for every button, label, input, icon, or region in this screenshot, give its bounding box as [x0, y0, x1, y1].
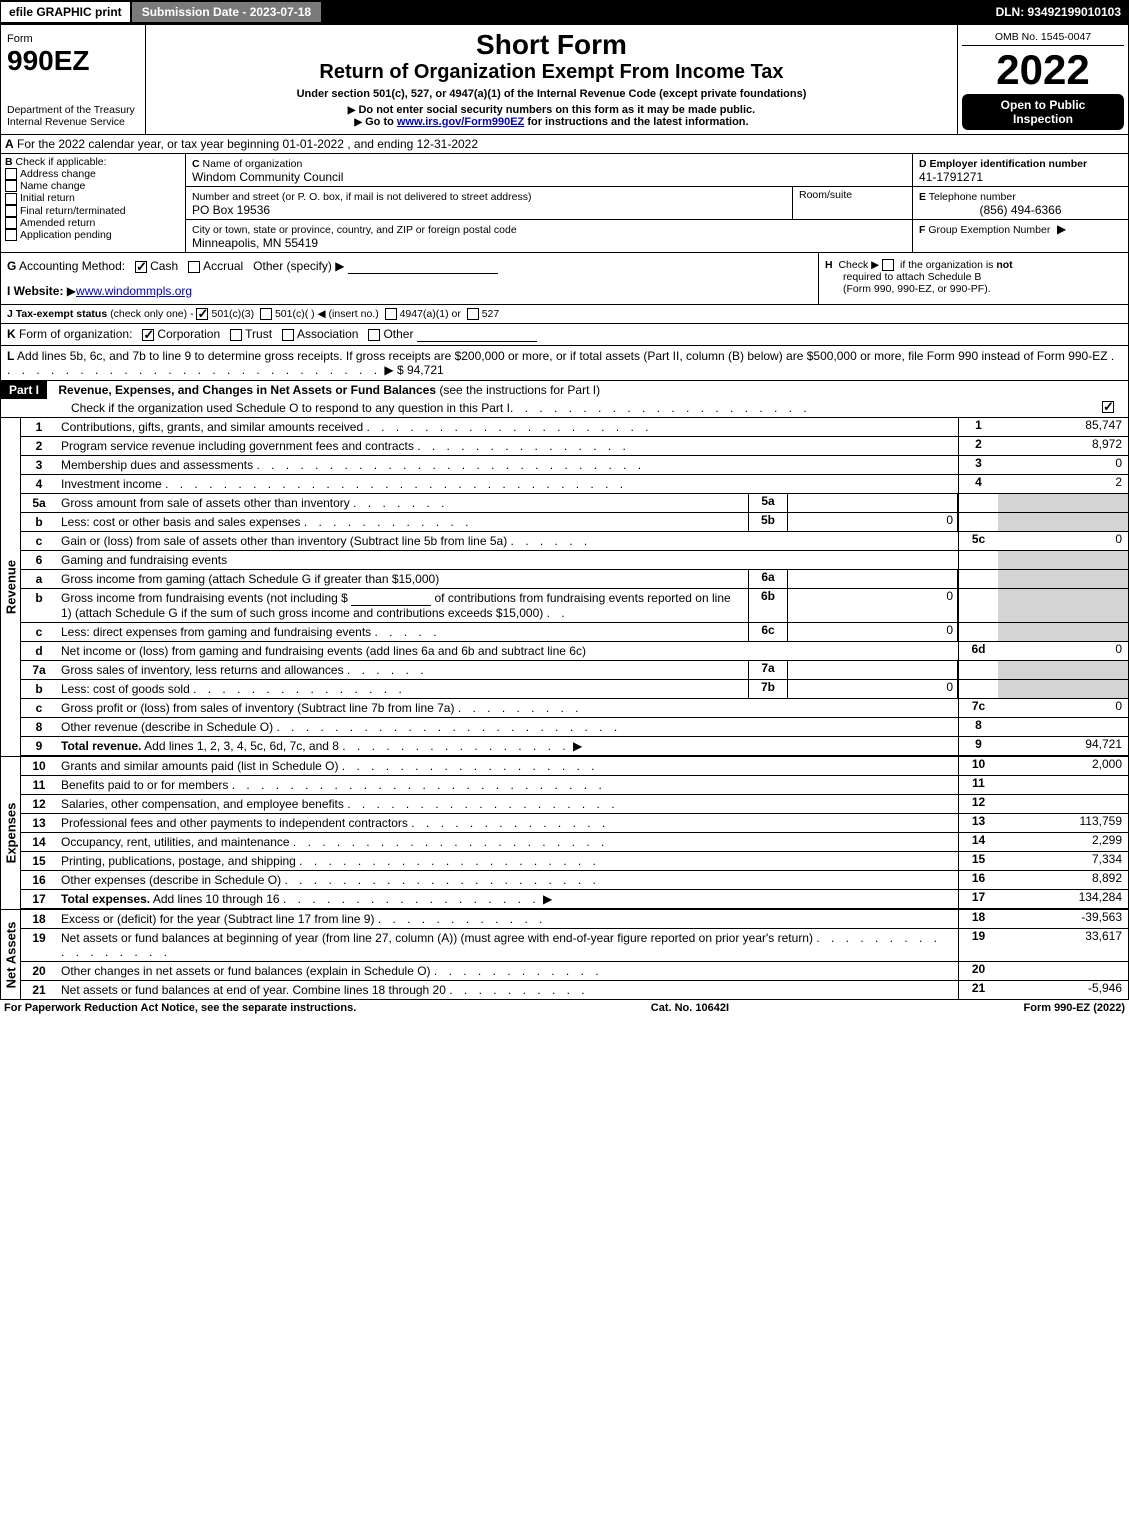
line-19-value: 33,617: [998, 929, 1128, 961]
checkbox-accrual[interactable]: [188, 261, 200, 273]
irs-link[interactable]: www.irs.gov/Form990EZ: [397, 116, 524, 128]
tax-year: 2022: [962, 46, 1124, 94]
checkbox-other-org[interactable]: [368, 329, 380, 341]
revenue-side-label: Revenue: [1, 418, 21, 756]
page-footer: For Paperwork Reduction Act Notice, see …: [0, 1000, 1129, 1016]
line-11-value: [998, 776, 1128, 794]
line-20-value: [998, 962, 1128, 980]
checkbox-final-return[interactable]: [5, 205, 17, 217]
netassets-side-label: Net Assets: [1, 910, 21, 999]
subtitle-code: Under section 501(c), 527, or 4947(a)(1)…: [154, 88, 949, 100]
year-block: OMB No. 1545-0047 2022 Open to Public In…: [958, 25, 1128, 134]
dept-label: Department of the Treasury Internal Reve…: [7, 104, 139, 128]
checkbox-corp[interactable]: [142, 329, 154, 341]
line-2-value: 8,972: [998, 437, 1128, 455]
line-5b-value: 0: [788, 513, 958, 531]
goto-post: for instructions and the latest informat…: [524, 116, 748, 128]
line-14-value: 2,299: [998, 833, 1128, 851]
checkbox-cash[interactable]: [135, 261, 147, 273]
section-c: C Name of organization Windom Community …: [186, 154, 913, 252]
line-15-value: 7,334: [998, 852, 1128, 870]
subtitle-ssn: Do not enter social security numbers on …: [358, 104, 755, 116]
checkbox-h[interactable]: [882, 259, 894, 271]
org-street: PO Box 19536: [192, 203, 270, 217]
line-8-value: [998, 718, 1128, 736]
phone: (856) 494-6366: [919, 203, 1122, 217]
line-3-value: 0: [998, 456, 1128, 474]
arrow-icon: [348, 104, 359, 116]
section-g: G Accounting Method: Cash Accrual Other …: [1, 253, 818, 304]
checkbox-501c3[interactable]: [196, 308, 208, 320]
section-l: L Add lines 5b, 6c, and 7b to line 9 to …: [1, 346, 1128, 381]
arrow-icon: ▶: [1057, 222, 1066, 236]
org-city: Minneapolis, MN 55419: [192, 236, 318, 250]
submission-date: Submission Date - 2023-07-18: [131, 1, 322, 23]
line-7b-value: 0: [788, 680, 958, 698]
title-block: Short Form Return of Organization Exempt…: [146, 25, 958, 134]
section-b: B Check if applicable: Address change Na…: [1, 154, 186, 252]
checkbox-initial-return[interactable]: [5, 193, 17, 205]
title-return: Return of Organization Exempt From Incom…: [154, 61, 949, 84]
cat-no: Cat. No. 10642I: [356, 1002, 1023, 1014]
section-h: H Check ▶ if the organization is not req…: [818, 253, 1128, 304]
checkbox-amended-return[interactable]: [5, 217, 17, 229]
gross-receipts: $ 94,721: [397, 363, 444, 377]
omb-number: OMB No. 1545-0047: [962, 29, 1124, 46]
section-def: D Employer identification number 41-1791…: [913, 154, 1128, 252]
ein: 41-1791271: [919, 170, 983, 184]
line-6c-value: 0: [788, 623, 958, 641]
checkbox-4947[interactable]: [385, 308, 397, 320]
line-12-value: [998, 795, 1128, 813]
checkbox-schedule-o[interactable]: [1102, 401, 1114, 413]
checkbox-address-change[interactable]: [5, 168, 17, 180]
form-id-block: Form 990EZ Department of the Treasury In…: [1, 25, 146, 134]
line-6b-value: 0: [788, 589, 958, 622]
line-9-value: 94,721: [998, 737, 1128, 755]
checkbox-501c[interactable]: [260, 308, 272, 320]
line-4-value: 2: [998, 475, 1128, 493]
line-7a-value: [788, 661, 958, 679]
top-bar: efile GRAPHIC print Submission Date - 20…: [0, 0, 1129, 24]
goto-pre: Go to: [365, 116, 397, 128]
open-public-badge: Open to Public Inspection: [962, 94, 1124, 130]
checkbox-assoc[interactable]: [282, 329, 294, 341]
checkbox-application-pending[interactable]: [5, 229, 17, 241]
checkbox-trust[interactable]: [230, 329, 242, 341]
room-suite: Room/suite: [792, 187, 912, 219]
line-10-value: 2,000: [998, 757, 1128, 775]
form-ref: Form 990-EZ (2022): [1024, 1002, 1126, 1014]
efile-print-button[interactable]: efile GRAPHIC print: [0, 1, 131, 23]
line-6a-value: [788, 570, 958, 588]
org-name: Windom Community Council: [192, 170, 343, 184]
expenses-side-label: Expenses: [1, 757, 21, 909]
section-j: J Tax-exempt status (check only one) - 5…: [1, 305, 1128, 324]
checkbox-name-change[interactable]: [5, 180, 17, 192]
line-5c-value: 0: [998, 532, 1128, 550]
line-16-value: 8,892: [998, 871, 1128, 889]
form-label: Form: [7, 33, 33, 45]
line-13-value: 113,759: [998, 814, 1128, 832]
section-k: K Form of organization: Corporation Trus…: [1, 324, 1128, 346]
form-number: 990EZ: [7, 45, 90, 76]
line-21-value: -5,946: [998, 981, 1128, 999]
line-6d-value: 0: [998, 642, 1128, 660]
arrow-icon: [354, 116, 365, 128]
line-18-value: -39,563: [998, 910, 1128, 928]
website-link[interactable]: www.windommpls.org: [76, 284, 192, 298]
line-a: A For the 2022 calendar year, or tax yea…: [1, 135, 1128, 154]
line-1-value: 85,747: [998, 418, 1128, 436]
part1-header: Part I Revenue, Expenses, and Changes in…: [1, 381, 1128, 418]
line-7c-value: 0: [998, 699, 1128, 717]
line-17-value: 134,284: [998, 890, 1128, 908]
dln: DLN: 93492199010103: [988, 5, 1129, 19]
checkbox-527[interactable]: [467, 308, 479, 320]
title-short-form: Short Form: [154, 29, 949, 61]
line-5a-value: [788, 494, 958, 512]
